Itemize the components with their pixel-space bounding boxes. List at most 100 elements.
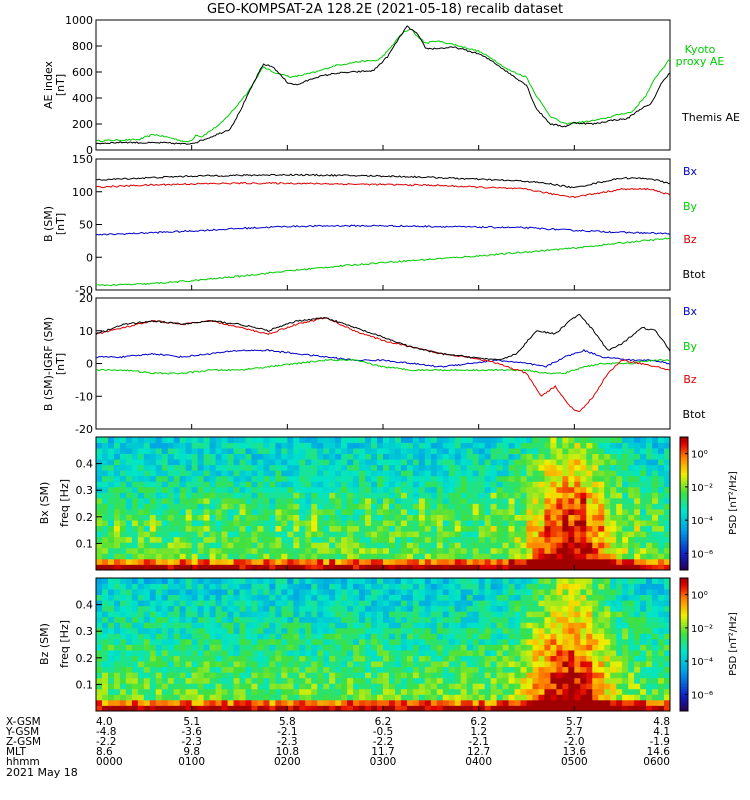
series-line-by: [95, 358, 671, 375]
spectrogram-cell: [317, 688, 324, 695]
spectrogram-cell: [167, 470, 175, 477]
spectrogram-cell: [400, 627, 408, 634]
spectrogram-cell: [604, 531, 611, 538]
spectrogram-cell: [287, 583, 294, 590]
spectrogram-cell: [442, 520, 450, 527]
spectrogram-cell: [472, 688, 480, 695]
spectrogram-cell: [251, 558, 258, 565]
spectrogram-cell: [311, 633, 318, 640]
spectrogram-cell: [263, 475, 270, 482]
spectrogram-cell: [400, 605, 408, 612]
spectrogram-cell: [574, 605, 581, 612]
spectrogram-cell: [562, 459, 569, 466]
spectrogram-cell: [203, 464, 211, 471]
spectrogram-cell: [179, 514, 187, 521]
spectrogram-cell: [652, 699, 659, 706]
spectrogram-cell: [101, 611, 109, 618]
spectrogram-cell: [616, 481, 623, 488]
spectrogram-cell: [311, 453, 318, 460]
spectrogram-cell: [119, 661, 127, 668]
spectrogram-cell: [580, 594, 587, 601]
spectrogram-cell: [233, 536, 240, 543]
spectrogram-cell: [388, 547, 396, 554]
spectrogram-cell: [598, 542, 605, 549]
spectrogram-cell: [131, 437, 139, 443]
spectrogram-cell: [436, 503, 444, 510]
spectrogram-cell: [221, 589, 228, 596]
spectrogram-cell: [269, 622, 276, 629]
spectrogram-cell: [215, 531, 222, 538]
spectrogram-cell: [490, 627, 498, 634]
spectrogram-cell: [394, 633, 402, 640]
spectrogram-cell: [400, 481, 408, 488]
spectrogram-cell: [556, 683, 563, 690]
spectrogram-cell: [323, 437, 330, 443]
spectrogram-cell: [604, 553, 611, 560]
spectrogram-cell: [167, 688, 175, 695]
spectrogram-cell: [113, 672, 121, 679]
spectrogram-cell: [610, 564, 617, 571]
spectrogram-cell: [466, 514, 474, 521]
ephemeris-value: -0.5: [373, 726, 394, 738]
spectrogram-cell: [526, 486, 533, 493]
spectrogram-cell: [335, 553, 342, 560]
spectrogram-cell: [179, 699, 187, 706]
spectrogram-cell: [125, 600, 133, 607]
spectrogram-cell: [251, 492, 258, 499]
spectrogram-cell: [562, 605, 569, 612]
spectrogram-cell: [383, 542, 390, 549]
spectrogram-cell: [490, 661, 498, 668]
spectrogram-cell: [221, 683, 228, 690]
spectrogram-cell: [472, 655, 480, 662]
spectrogram-cell: [197, 558, 205, 565]
spectrogram-cell: [329, 531, 336, 538]
spectrogram-cell: [514, 611, 521, 618]
spectrogram-cell: [664, 666, 671, 673]
ephemeris-value: -1.9: [650, 736, 671, 748]
spectrogram-cell: [544, 616, 551, 623]
spectrogram-cell: [418, 627, 426, 634]
spectrogram-cell: [544, 622, 551, 629]
spectrogram-cell: [113, 627, 121, 634]
spectrogram-cell: [251, 497, 258, 504]
spectrogram-cell: [233, 583, 240, 590]
spectrogram-cell: [436, 509, 444, 515]
spectrogram-cell: [532, 694, 539, 701]
spectrogram-cell: [329, 497, 336, 504]
spectrogram-cell: [496, 503, 503, 510]
spectrogram-cell: [155, 644, 163, 651]
spectrogram-cell: [293, 475, 300, 482]
spectrogram-cell: [436, 594, 444, 601]
spectrogram-cell: [604, 638, 611, 645]
spectrogram-cell: [137, 661, 145, 668]
spectrogram-cell: [478, 677, 486, 684]
spectrogram-cell: [526, 459, 533, 466]
spectrogram-cell: [502, 605, 509, 612]
spectrogram-cell: [269, 594, 276, 601]
spectrogram-cell: [329, 672, 336, 679]
spectrogram-cell: [269, 578, 276, 584]
spectrogram-cell: [251, 583, 258, 590]
spectrogram-cell: [359, 525, 366, 532]
spectrogram-cell: [586, 536, 593, 543]
spectrogram-cell: [664, 638, 671, 645]
spectrogram-cell: [586, 688, 593, 695]
spectrogram-cell: [107, 661, 115, 668]
spectrogram-cell: [604, 464, 611, 471]
spectrogram-cell: [209, 514, 216, 521]
spectrogram-cell: [275, 699, 282, 706]
spectrogram-cell: [227, 627, 234, 634]
spectrogram-cell: [155, 611, 163, 618]
spectrogram-cell: [514, 497, 521, 504]
spectrogram-cell: [388, 677, 396, 684]
spectrogram-cell: [520, 503, 527, 510]
spectrogram-cell: [640, 694, 647, 701]
spectrogram-cell: [616, 650, 623, 656]
spectrogram-cell: [394, 622, 402, 629]
spectrogram-cell: [311, 627, 318, 634]
spectrogram-cell: [215, 594, 222, 601]
spectrogram-cell: [442, 437, 450, 443]
spectrogram-cell: [371, 644, 378, 651]
spectrogram-cell: [119, 547, 127, 554]
spectrogram-cell: [239, 705, 246, 712]
